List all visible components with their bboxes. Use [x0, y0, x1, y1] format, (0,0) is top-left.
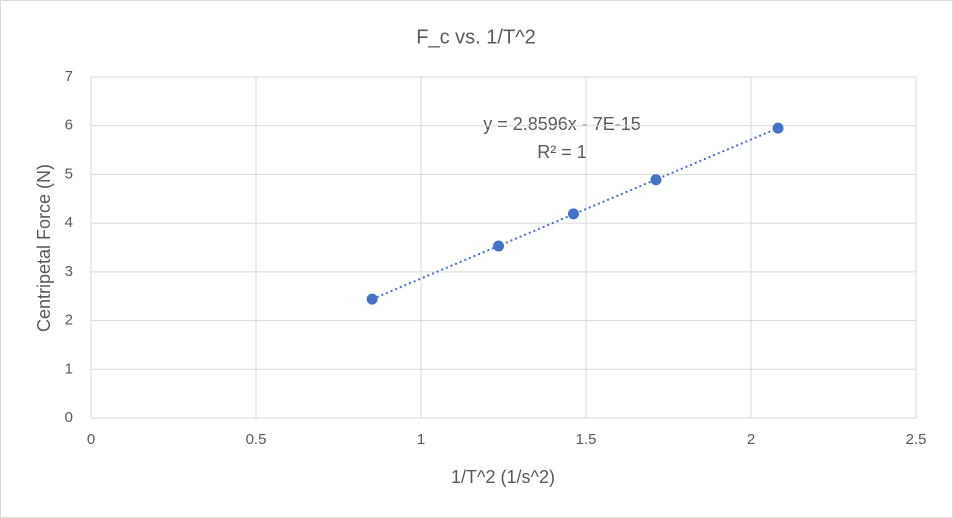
- y-tick-label: 0: [65, 409, 73, 426]
- point: [772, 122, 784, 134]
- y-axis-label: Centripetal Force (N): [34, 164, 54, 332]
- y-tick-label: 1: [65, 360, 73, 377]
- x-tick-label: 1.5: [576, 431, 597, 448]
- x-axis-label: 1/T^2 (1/s^2): [451, 467, 555, 487]
- chart-title: F_c vs. 1/T^2: [416, 26, 535, 48]
- point: [366, 293, 378, 305]
- trendline-r-squared: R² = 1: [537, 142, 587, 162]
- x-tick-label: 0.5: [246, 431, 267, 448]
- x-tick-label: 0: [87, 431, 95, 448]
- y-tick-label: 3: [65, 263, 73, 280]
- point: [650, 174, 662, 186]
- y-tick-label: 6: [65, 117, 73, 134]
- y-tick-label: 4: [65, 214, 73, 231]
- x-tick-label: 2: [747, 431, 755, 448]
- point: [493, 240, 505, 252]
- trendline-equation: y = 2.8596x - 7E-15: [483, 114, 641, 134]
- point: [567, 208, 579, 220]
- x-tick-label: 1: [417, 431, 425, 448]
- y-tick-label: 7: [65, 68, 73, 85]
- y-tick-label: 5: [65, 165, 73, 182]
- x-tick-label: 2.5: [906, 431, 927, 448]
- y-tick-label: 2: [65, 312, 73, 329]
